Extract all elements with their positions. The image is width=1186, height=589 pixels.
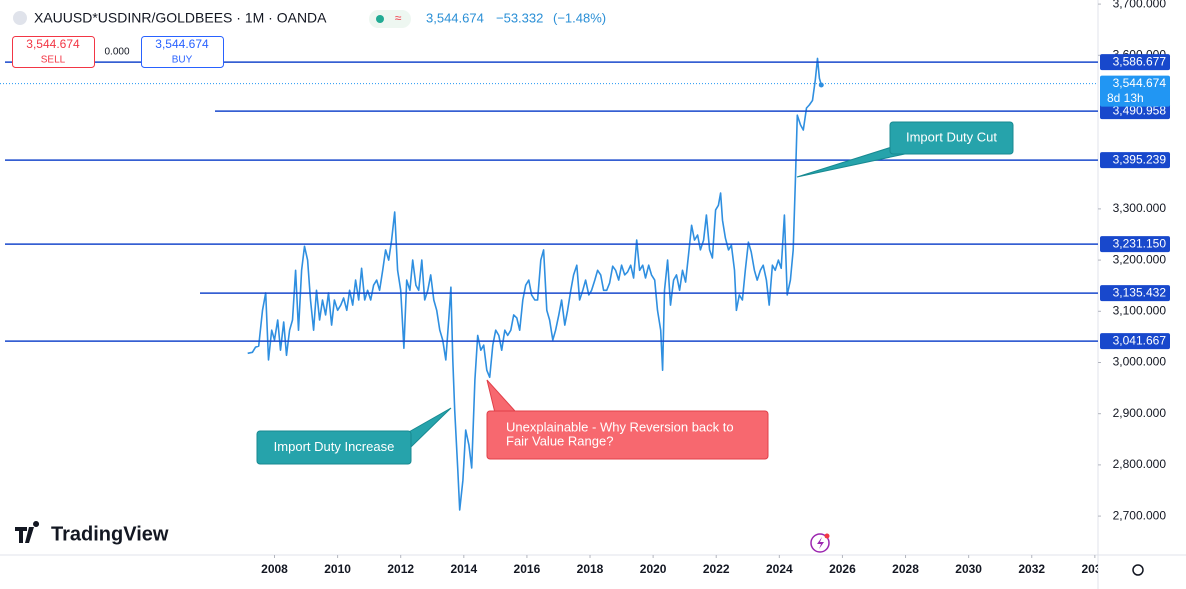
callout-box (256, 430, 412, 465)
x-tick-label: 2024 (766, 562, 793, 576)
callout-box (486, 410, 769, 460)
x-tick-label: 2028 (892, 562, 919, 576)
level-label: 3,490.958 (1113, 103, 1167, 117)
x-tick-label: 2034 (1081, 562, 1108, 576)
y-tick-label: 3,300.000 (1113, 201, 1167, 215)
sell-label: SELL (41, 55, 66, 66)
x-tick-label: 2022 (703, 562, 730, 576)
status-dot (376, 15, 384, 23)
y-tick-label: 2,900.000 (1113, 406, 1167, 420)
x-tick-label: 2014 (450, 562, 477, 576)
countdown-label: 8d 13h (1107, 91, 1144, 105)
last-price-box (1100, 75, 1170, 107)
callout-box (889, 121, 1014, 155)
level-label-box (1100, 152, 1170, 169)
header-change-pct: (−1.48%) (553, 10, 606, 25)
last-price-label: 3,544.674 (1113, 76, 1167, 90)
sell-price: 3,544.674 (26, 37, 80, 51)
event-bolt (817, 537, 824, 549)
status-icon: ≈ (395, 11, 402, 25)
x-tick-label: 2016 (514, 562, 541, 576)
spread: 0.000 (104, 47, 129, 58)
level-label: 3,135.432 (1113, 285, 1167, 299)
callout-text: Import Duty Cut (906, 129, 997, 144)
y-tick-label: 3,100.000 (1113, 303, 1167, 317)
level-label-box (1100, 103, 1170, 120)
header-change: −53.332 (496, 10, 543, 25)
level-label-box (1100, 54, 1170, 71)
level-label-box (1100, 333, 1170, 350)
x-tick-label: 2010 (324, 562, 351, 576)
x-axis: 2008 2010 2012 2014 2016 2018 2020 2022 2024 2026… (261, 562, 1108, 576)
x-tick-label: 2030 (955, 562, 982, 576)
callout-text: Import Duty Increase (274, 439, 395, 454)
logo-icon (15, 521, 40, 543)
buy-price: 3,544.674 (155, 37, 209, 51)
x-tick-label: 2026 (829, 562, 856, 576)
sell-button[interactable] (12, 36, 95, 68)
header-price: 3,544.674 (426, 10, 484, 25)
symbol-title: XAUUSD*USDINR/GOLDBEES · 1M · OANDA (34, 10, 327, 26)
status-pill[interactable] (369, 10, 411, 28)
level-label: 3,231.150 (1113, 236, 1167, 250)
price-line (247, 57, 823, 511)
x-tick-label: 2012 (387, 562, 414, 576)
logo-text: TradingView (51, 523, 169, 545)
y-tick-label: 3,200.000 (1113, 252, 1167, 266)
y-tick-label: 3,000.000 (1113, 355, 1167, 369)
x-tick-label: 2018 (577, 562, 604, 576)
y-tick-label: 3,700.000 (1113, 0, 1167, 10)
level-label: 3,395.239 (1113, 152, 1167, 166)
overlay: XAUUSD*USDINR/GOLDBEES · 1M · OANDA ≈ 3,… (12, 10, 1144, 576)
y-tick-label: 2,700.000 (1113, 508, 1167, 522)
callout-text: Fair Value Range? (506, 433, 613, 448)
x-tick-label: 2032 (1018, 562, 1045, 576)
last-point (818, 82, 824, 88)
y-tick-label: 2,800.000 (1113, 457, 1167, 471)
level-label-box (1100, 236, 1170, 253)
symbol-icon (13, 11, 27, 25)
level-label-box (1100, 285, 1170, 302)
callout-text: Unexplainable - Why Reversion back to (506, 419, 734, 434)
settings-icon[interactable] (1132, 564, 1144, 576)
level-label: 3,586.677 (1113, 54, 1167, 68)
buy-label: BUY (172, 55, 193, 66)
event-badge (824, 533, 830, 539)
x-tick-label: 2008 (261, 562, 288, 576)
x-tick-label: 2020 (640, 562, 667, 576)
level-label: 3,041.667 (1113, 333, 1167, 347)
plot-area: 2,700.000 2,800.000 2,900.000 3,000.000 3,10… (0, 0, 1170, 558)
buy-button[interactable] (141, 36, 224, 68)
callout-pointer (796, 145, 907, 178)
